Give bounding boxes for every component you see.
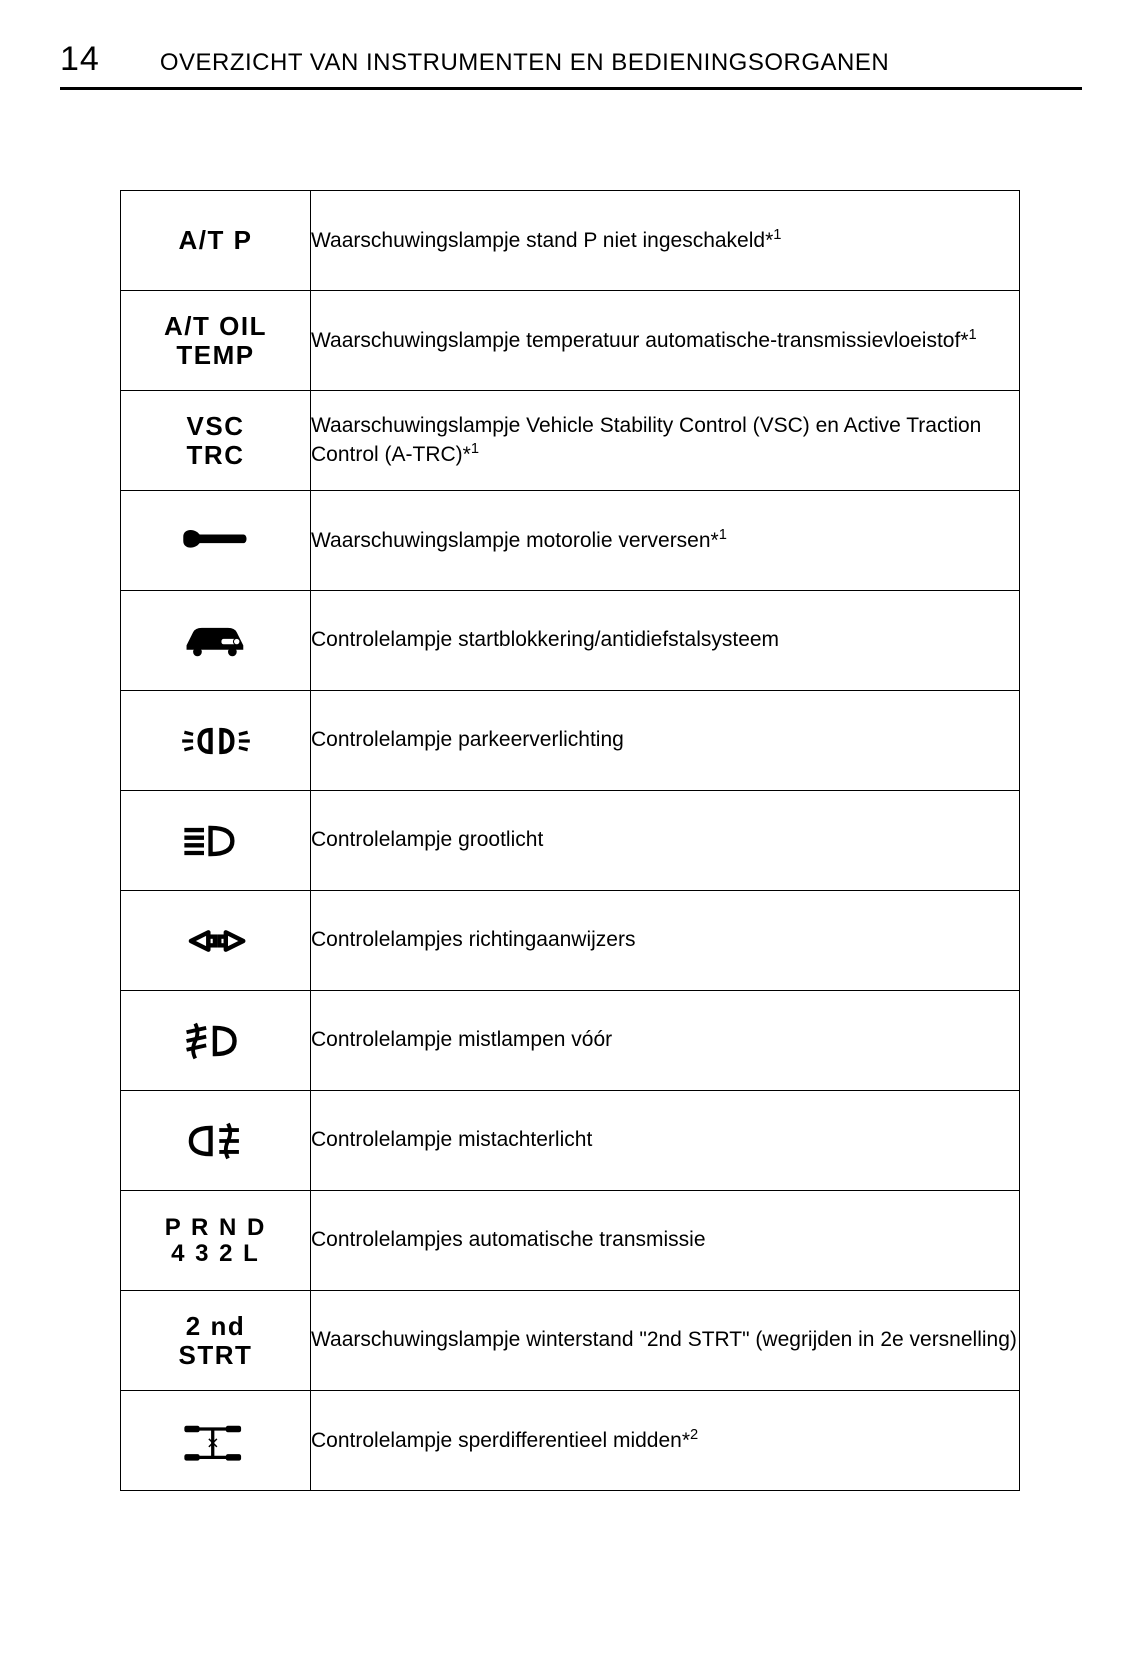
table-row: Controlelampjes richtingaanwijzers: [121, 891, 1020, 991]
indicator-description: Controlelampje grootlicht: [311, 791, 1020, 891]
table-row: A/T P Waarschuwingslampje stand P niet in…: [121, 191, 1020, 291]
indicator-symbol-cell: [121, 691, 311, 791]
indicator-description: Waarschuwingslampje stand P niet ingesch…: [311, 191, 1020, 291]
indicator-description-text: Controlelampjes automatische transmissie: [311, 1228, 706, 1251]
indicator-description-text: Controlelampje grootlicht: [311, 828, 543, 851]
table-row: Controlelampje mistlampen vóór: [121, 991, 1020, 1091]
table-row: A/T OILTEMP Waarschuwingslampje temperatu…: [121, 291, 1020, 391]
rear-fog-icon: [176, 1117, 256, 1165]
indicator-description-text: Waarschuwingslampje temperatuur automati…: [311, 329, 969, 352]
indicator-symbol-cell: [121, 891, 311, 991]
indicator-description: Controlelampjes richtingaanwijzers: [311, 891, 1020, 991]
indicator-symbol-cell: [121, 1391, 311, 1491]
table-row: Controlelampje grootlicht: [121, 791, 1020, 891]
indicator-description: Waarschuwingslampje winterstand "2nd STR…: [311, 1291, 1020, 1391]
footnote-ref: 1: [719, 527, 727, 543]
indicator-symbol-cell: [121, 591, 311, 691]
table-row: Controlelampje parkeerverlichting: [121, 691, 1020, 791]
center-diff-lock-icon: [176, 1417, 256, 1465]
indicator-table: A/T P Waarschuwingslampje stand P niet in…: [120, 190, 1020, 1491]
indicator-symbol-cell: A/T OILTEMP: [121, 291, 311, 391]
indicator-description-text: Waarschuwingslampje stand P niet ingesch…: [311, 229, 773, 252]
table-row: Controlelampje sperdifferentieel midden*…: [121, 1391, 1020, 1491]
footnote-ref: 2: [690, 1427, 698, 1443]
indicator-symbol-cell: A/T P: [121, 191, 311, 291]
footnote-ref: 1: [773, 227, 781, 243]
page-number: 14: [60, 40, 100, 79]
indicator-text-symbol: A/T OILTEMP: [164, 312, 267, 368]
indicator-text-symbol: VSCTRC: [187, 412, 245, 468]
indicator-symbol-cell: 2 ndSTRT: [121, 1291, 311, 1391]
indicator-description: Controlelampje mistlampen vóór: [311, 991, 1020, 1091]
indicator-description-text: Waarschuwingslampje winterstand "2nd STR…: [311, 1328, 1017, 1351]
indicator-description: Waarschuwingslampje Vehicle Stability Co…: [311, 391, 1020, 491]
table-row: P R N D4 3 2 L Controlelampjes automatisc…: [121, 1191, 1020, 1291]
footnote-ref: 1: [471, 441, 479, 457]
indicator-symbol-cell: VSCTRC: [121, 391, 311, 491]
table-row: 2 ndSTRT Waarschuwingslampje winterstand …: [121, 1291, 1020, 1391]
indicator-description: Waarschuwingslampje motorolie verversen*…: [311, 491, 1020, 591]
table-row: VSCTRC Waarschuwingslampje Vehicle Stabil…: [121, 391, 1020, 491]
parking-light-icon: [176, 717, 256, 765]
indicator-description: Waarschuwingslampje temperatuur automati…: [311, 291, 1020, 391]
indicator-text-symbol: A/T P: [179, 226, 253, 254]
front-fog-icon: [176, 1017, 256, 1065]
indicator-description-text: Controlelampje mistlampen vóór: [311, 1028, 612, 1051]
indicator-symbol-cell: [121, 991, 311, 1091]
indicator-description-text: Waarschuwingslampje motorolie verversen*: [311, 529, 719, 552]
indicator-description-text: Controlelampje sperdifferentieel midden*: [311, 1429, 690, 1452]
indicator-symbol-cell: [121, 1091, 311, 1191]
indicator-description-text: Controlelampje startblokkering/antidiefs…: [311, 628, 779, 651]
wrench-icon: [176, 517, 256, 565]
table-row: Controlelampje startblokkering/antidiefs…: [121, 591, 1020, 691]
indicator-description: Controlelampje sperdifferentieel midden*…: [311, 1391, 1020, 1491]
car-key-icon: [176, 617, 256, 665]
indicator-description-text: Controlelampje parkeerverlichting: [311, 728, 624, 751]
table-row: Controlelampje mistachterlicht: [121, 1091, 1020, 1191]
indicator-description-text: Controlelampjes richtingaanwijzers: [311, 928, 635, 951]
indicator-description: Controlelampje parkeerverlichting: [311, 691, 1020, 791]
page: 14 OVERZICHT VAN INSTRUMENTEN EN BEDIENI…: [0, 0, 1142, 1654]
indicator-description: Controlelampjes automatische transmissie: [311, 1191, 1020, 1291]
indicator-description: Controlelampje startblokkering/antidiefs…: [311, 591, 1020, 691]
indicator-symbol-cell: P R N D4 3 2 L: [121, 1191, 311, 1291]
indicator-description: Controlelampje mistachterlicht: [311, 1091, 1020, 1191]
indicator-symbol-cell: [121, 491, 311, 591]
footnote-ref: 1: [969, 327, 977, 343]
indicator-text-symbol: P R N D4 3 2 L: [165, 1215, 267, 1267]
indicator-text-symbol: 2 ndSTRT: [179, 1312, 253, 1368]
header-rule: [60, 87, 1082, 90]
indicator-symbol-cell: [121, 791, 311, 891]
turn-signals-icon: [176, 917, 256, 965]
page-header: 14 OVERZICHT VAN INSTRUMENTEN EN BEDIENI…: [60, 40, 1082, 79]
indicator-description-text: Waarschuwingslampje Vehicle Stability Co…: [311, 414, 981, 466]
indicator-description-text: Controlelampje mistachterlicht: [311, 1128, 592, 1151]
high-beam-icon: [176, 817, 256, 865]
page-title: OVERZICHT VAN INSTRUMENTEN EN BEDIENINGS…: [160, 49, 889, 77]
table-row: Waarschuwingslampje motorolie verversen*…: [121, 491, 1020, 591]
